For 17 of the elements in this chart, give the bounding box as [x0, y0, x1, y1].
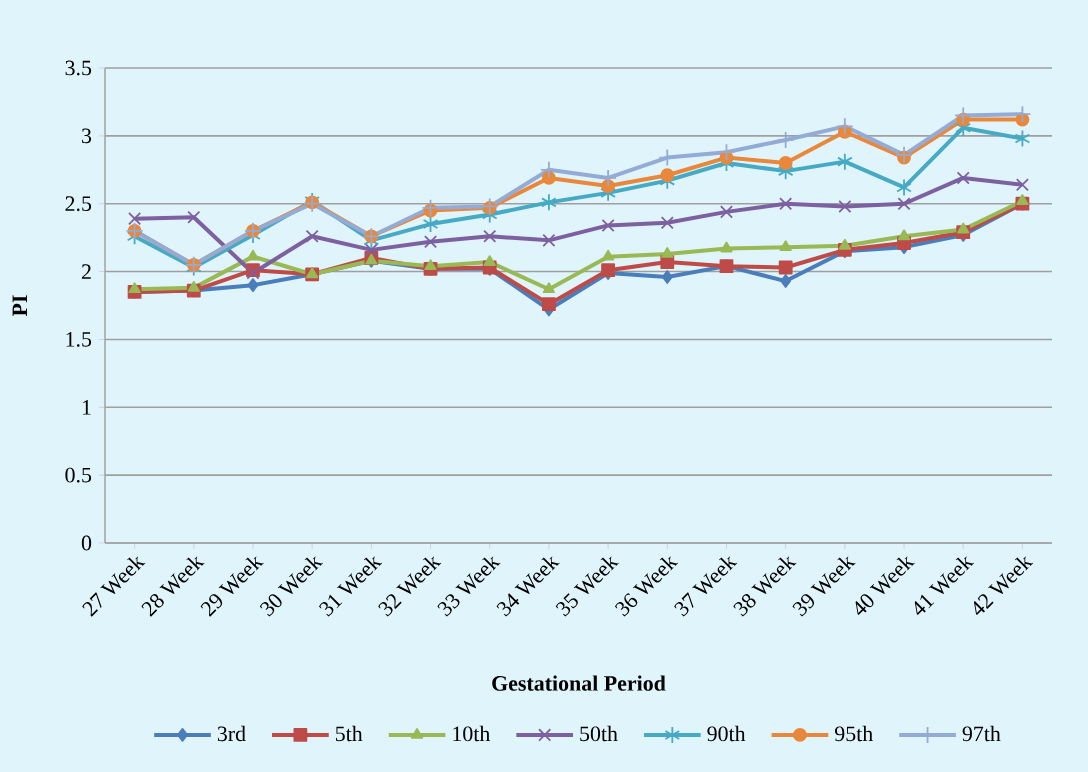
legend-label: 10th: [453, 725, 491, 742]
y-tick-label: 1.5: [66, 332, 92, 347]
y-tick-label: 2: [81, 264, 91, 279]
y-axis-title: PI: [12, 295, 27, 317]
legend-label: 95th: [834, 725, 873, 742]
y-tick-label: 2.5: [65, 196, 92, 212]
x-axis-title: Gestational Period: [492, 675, 666, 691]
legend-label: 5th: [335, 725, 363, 742]
legend-label: 90th: [707, 725, 746, 742]
legend-label: 97th: [962, 725, 1001, 742]
y-tick-label: 0: [81, 535, 92, 551]
legend-label: 50th: [580, 725, 618, 742]
y-tick-label: 3: [82, 128, 92, 144]
y-tick-label: 0.5: [65, 467, 92, 483]
legend-label: 3rd: [217, 725, 246, 742]
y-tick-label: 3.5: [65, 60, 92, 76]
y-tick-label: 1: [82, 400, 91, 415]
